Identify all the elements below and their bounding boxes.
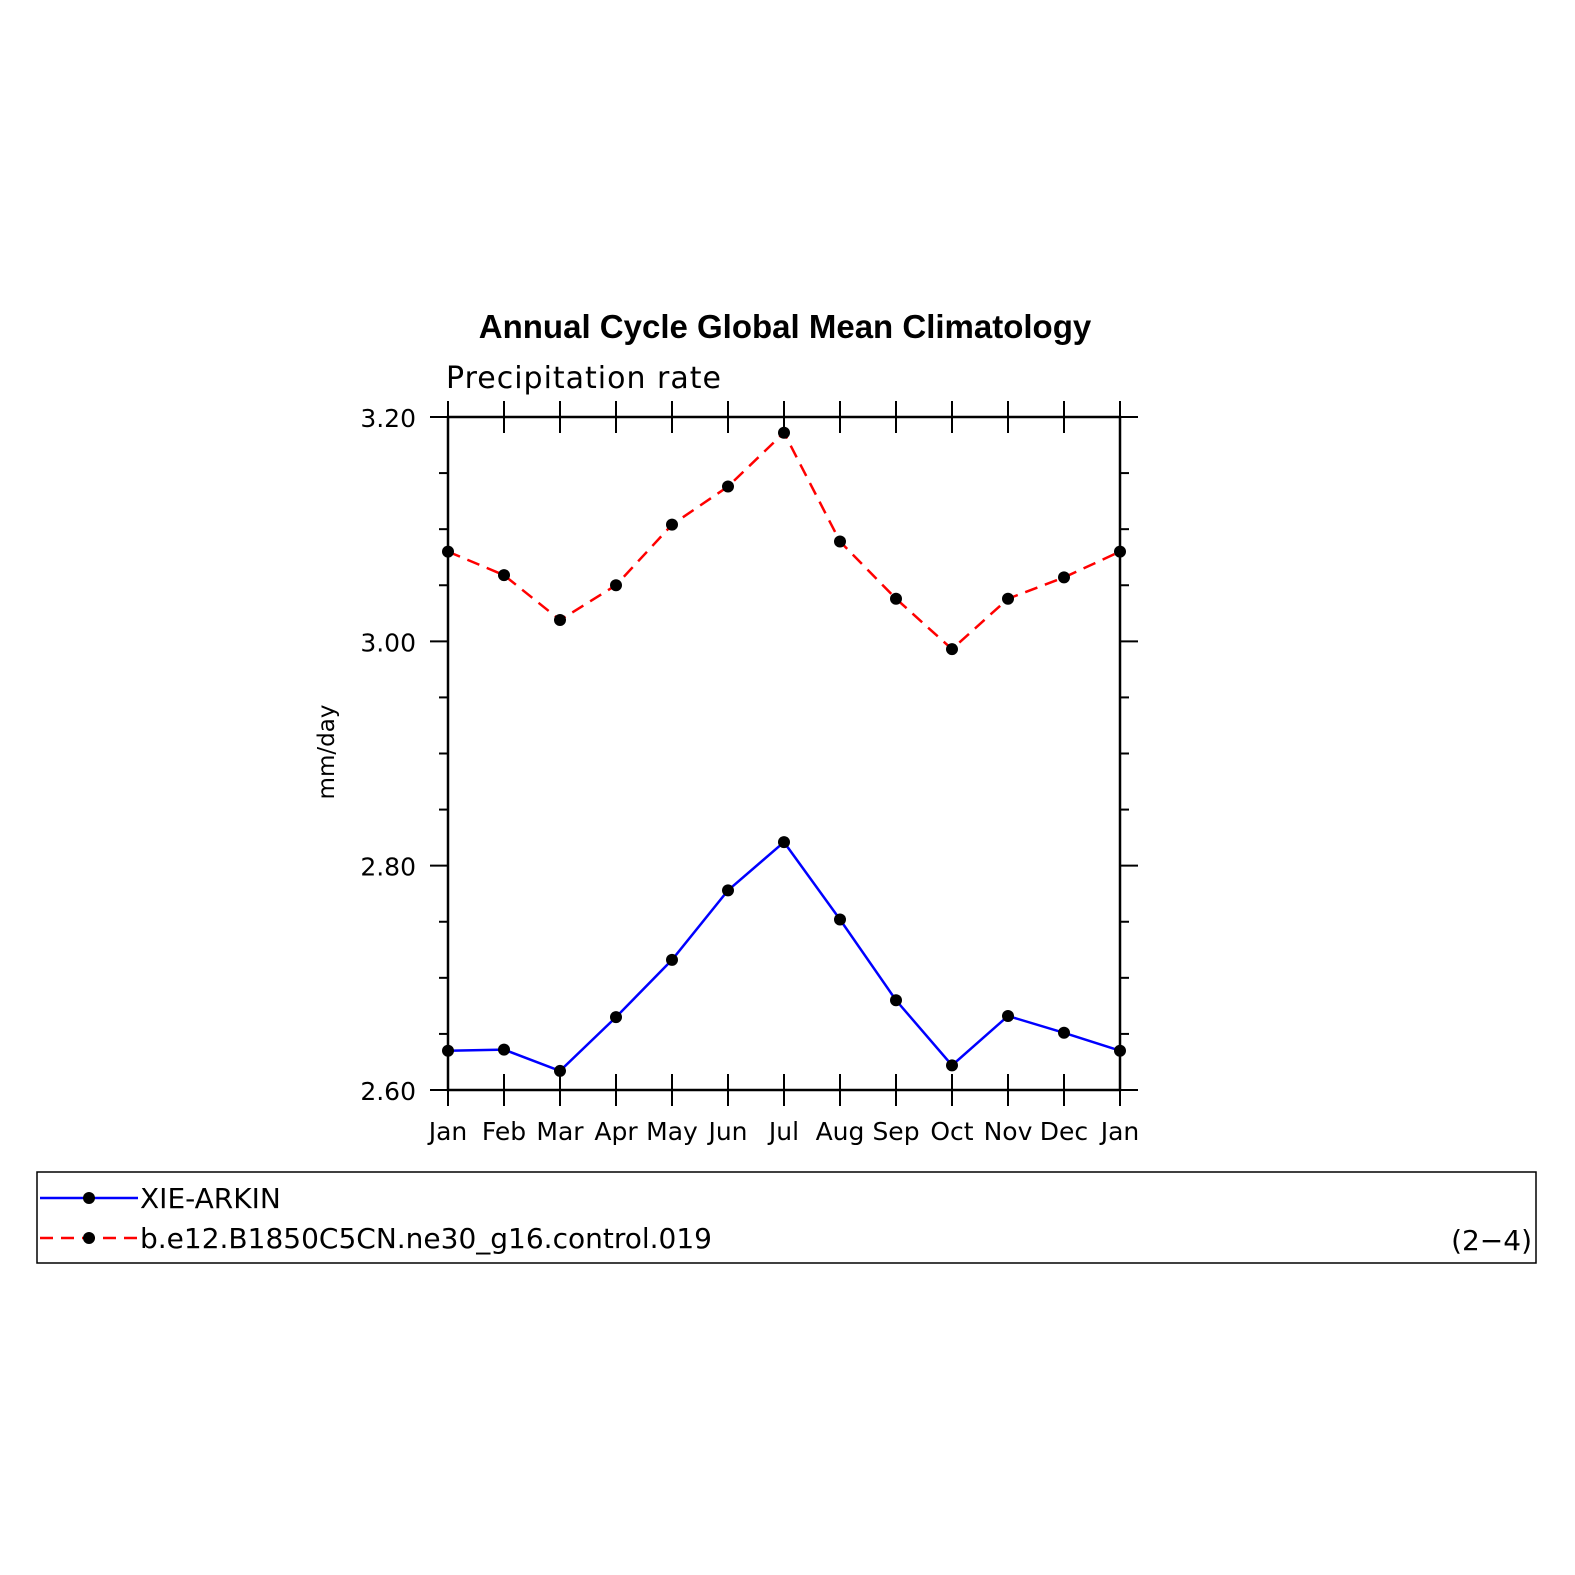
legend-entry: XIE-ARKIN — [40, 1182, 281, 1215]
legend-entries: XIE-ARKIN b.e12.B1850C5CN.ne30_g16.contro… — [40, 1182, 712, 1255]
data-point — [1114, 545, 1126, 558]
y-axis-label: mm/day — [314, 705, 340, 800]
panel-label: (2−4) — [1451, 1224, 1532, 1257]
data-point — [610, 1011, 622, 1024]
plot-frame — [446, 415, 1122, 1092]
legend-label: b.e12.B1850C5CN.ne30_g16.control.019 — [140, 1222, 712, 1255]
data-point — [666, 953, 678, 966]
x-tick-labels: Jan Feb Mar Apr May Jun Jul Aug Sep Oct Nov Dec Jan — [427, 1117, 1140, 1146]
data-point — [498, 569, 510, 582]
x-tick-label: Mar — [536, 1117, 584, 1146]
x-tick-label: Jun — [706, 1117, 747, 1146]
data-point — [554, 614, 566, 627]
y-tick-label: 3.00 — [360, 628, 416, 657]
axis-ticks — [430, 401, 1138, 1106]
data-point — [946, 1059, 958, 1072]
legend-entry: b.e12.B1850C5CN.ne30_g16.control.019 — [40, 1222, 712, 1255]
data-point — [442, 545, 454, 558]
y-tick-label: 3.20 — [360, 404, 416, 433]
data-point — [778, 836, 790, 849]
data-point — [554, 1064, 566, 1077]
legend: XIE-ARKIN b.e12.B1850C5CN.ne30_g16.contro… — [36, 1171, 1537, 1264]
data-point — [1058, 1026, 1070, 1039]
data-point — [778, 426, 790, 439]
chart-title: Annual Cycle Global Mean Climatology — [479, 308, 1092, 345]
data-point — [722, 884, 734, 897]
y-tick-labels: 2.60 2.80 3.00 3.20 — [360, 404, 416, 1106]
x-tick-label: Sep — [872, 1117, 919, 1146]
data-point — [666, 518, 678, 531]
legend-box — [36, 1171, 1537, 1264]
data-point — [890, 592, 902, 605]
x-tick-label: Oct — [930, 1117, 973, 1146]
data-point — [442, 1044, 454, 1057]
data-point — [610, 579, 622, 592]
data-point — [834, 535, 846, 548]
y-tick-label: 2.80 — [360, 853, 416, 882]
legend-marker — [83, 1232, 95, 1244]
chart-subtitle: Precipitation rate — [446, 361, 722, 396]
data-point — [1002, 592, 1014, 605]
y-tick-label: 2.60 — [360, 1077, 416, 1106]
x-tick-label: Dec — [1040, 1117, 1088, 1146]
data-point — [722, 480, 734, 493]
legend-label: XIE-ARKIN — [140, 1182, 281, 1215]
series-line — [447, 840, 1121, 1073]
x-tick-label: Jul — [767, 1117, 799, 1146]
x-tick-label: Jan — [427, 1117, 468, 1146]
series-1 — [442, 836, 1126, 1077]
x-tick-label: Jan — [1099, 1117, 1140, 1146]
data-series — [442, 426, 1126, 1077]
x-tick-label: Nov — [984, 1117, 1033, 1146]
x-tick-label: Apr — [594, 1117, 638, 1146]
series-line — [447, 430, 1121, 651]
x-tick-label: May — [646, 1117, 698, 1146]
data-point — [890, 994, 902, 1007]
data-point — [1002, 1009, 1014, 1022]
data-point — [834, 913, 846, 926]
data-point — [498, 1043, 510, 1056]
x-tick-label: Feb — [482, 1117, 526, 1146]
series-2 — [442, 426, 1126, 656]
x-tick-label: Aug — [816, 1117, 865, 1146]
legend-marker — [83, 1192, 95, 1204]
data-point — [1114, 1044, 1126, 1057]
data-point — [946, 643, 958, 656]
data-point — [1058, 571, 1070, 584]
